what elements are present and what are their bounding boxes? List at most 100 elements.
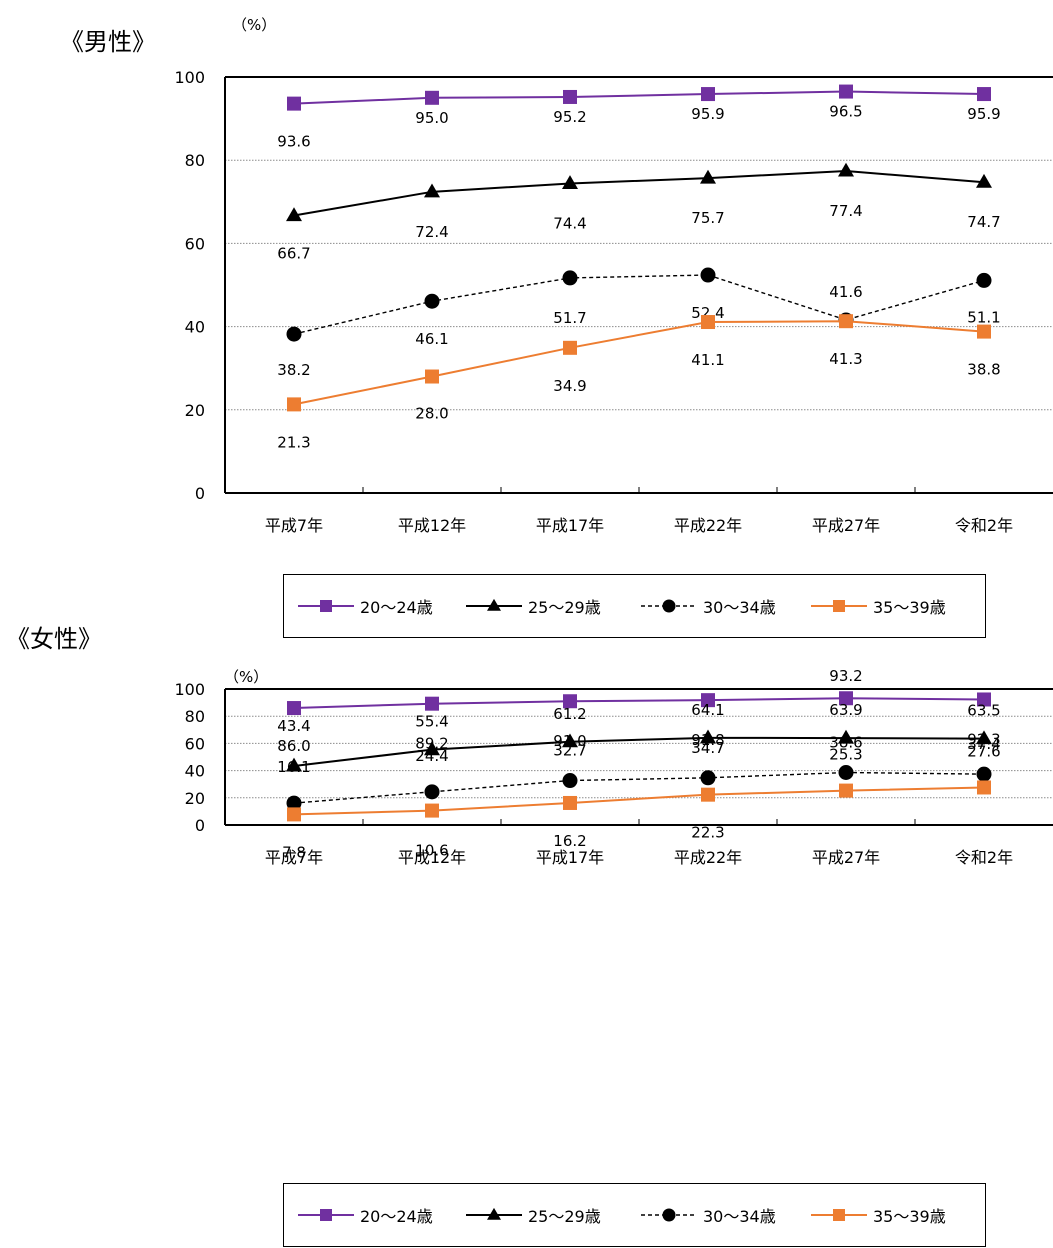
x-category-label: 平成7年 (265, 848, 323, 867)
legend-label: 20～24歳 (360, 1207, 433, 1226)
legend-swatch (298, 600, 354, 612)
data-value-label: 16.1 (277, 758, 310, 776)
data-value-label: 51.1 (967, 308, 1000, 326)
data-value-label: 95.9 (691, 105, 724, 123)
data-value-label: 41.3 (829, 350, 862, 368)
data-value-label: 21.3 (277, 433, 310, 451)
data-value-label: 38.2 (277, 361, 310, 379)
data-point-marker (976, 766, 992, 782)
y-tick-label: 40 (185, 318, 205, 337)
legend-swatch (298, 1209, 354, 1221)
data-value-label: 25.3 (829, 746, 862, 764)
data-point-marker (286, 795, 302, 811)
legend-marker (833, 600, 845, 612)
data-point-marker (287, 96, 301, 111)
data-value-label: 95.0 (415, 109, 448, 127)
x-category-label: 平成17年 (536, 516, 604, 535)
data-point-marker (425, 369, 439, 384)
data-point-marker (700, 267, 716, 283)
data-point-marker (839, 691, 853, 706)
data-value-label: 95.2 (553, 108, 586, 126)
data-point-marker (287, 701, 301, 716)
data-point-marker (977, 780, 991, 795)
data-point-marker (563, 89, 577, 104)
legend-item: 35～39歳 (809, 1184, 946, 1246)
data-point-marker (424, 293, 440, 309)
series-line (293, 170, 985, 217)
data-value-label: 66.7 (277, 245, 310, 263)
data-point-marker (701, 787, 715, 802)
data-value-label: 63.9 (829, 701, 862, 719)
legend-item: 30～34歳 (639, 1184, 776, 1246)
data-point-marker (701, 315, 715, 330)
legend-item: 25～29歳 (464, 1184, 601, 1246)
data-point-marker (424, 784, 440, 800)
data-value-label: 43.4 (277, 717, 310, 735)
data-point-marker (700, 169, 716, 184)
data-point-marker (700, 729, 716, 744)
data-point-marker (425, 803, 439, 818)
data-value-label: 64.1 (691, 701, 724, 719)
data-value-label: 93.2 (829, 667, 862, 685)
male-line-chart: 0 20 40 60 80 100 平成7年 平成12年 平成17年 平成22年 平成27年 令和2年… (174, 68, 1053, 535)
x-category-label: 平成12年 (398, 848, 466, 867)
male-legend: 20～24歳 25～29歳 30～34歳 35～39歳 (283, 574, 986, 638)
data-point-marker (838, 729, 854, 744)
female-legend: 20～24歳 25～29歳 30～34歳 35～39歳 (283, 1183, 986, 1247)
data-point-marker (286, 326, 302, 342)
data-point-marker (286, 757, 302, 772)
legend-swatch (811, 600, 867, 612)
data-point-marker (424, 741, 440, 756)
data-value-label: 75.7 (691, 209, 724, 227)
data-value-label: 38.6 (829, 734, 862, 752)
data-point-marker (424, 183, 440, 198)
data-value-label: 86.0 (277, 737, 310, 755)
x-category-label: 令和2年 (955, 848, 1013, 867)
male-chart-title: 《男性》 (60, 28, 156, 56)
legend-item: 35～39歳 (809, 575, 946, 637)
data-point-marker (563, 795, 577, 810)
series-line (293, 736, 985, 767)
data-point-marker (562, 733, 578, 748)
data-point-marker (425, 90, 439, 105)
data-value-label: 46.1 (415, 330, 448, 348)
legend-marker (662, 1208, 676, 1222)
data-value-label: 95.9 (967, 105, 1000, 123)
y-tick-label: 60 (185, 734, 205, 753)
y-tick-label: 0 (195, 816, 205, 835)
data-point-marker (701, 693, 715, 708)
data-value-label: 61.2 (553, 705, 586, 723)
data-point-marker (562, 773, 578, 789)
data-value-label: 41.1 (691, 351, 724, 369)
legend-swatch (641, 599, 697, 613)
data-value-label: 74.4 (553, 214, 586, 232)
data-point-marker (425, 696, 439, 711)
x-category-label: 平成22年 (674, 848, 742, 867)
legend-label: 20～24歳 (360, 598, 433, 617)
series-line (293, 786, 985, 816)
data-value-label: 96.5 (829, 103, 862, 121)
data-point-marker (562, 175, 578, 190)
female-line-chart: 0 20 40 60 80 100 平成7年 平成12年 平成17年 平成22年 平成27年 令和2年… (174, 667, 1053, 867)
x-category-label: 平成12年 (398, 516, 466, 535)
legend-marker (487, 598, 501, 611)
series-line (293, 274, 985, 335)
legend-marker (320, 1209, 332, 1221)
legend-label: 35～39歳 (873, 598, 946, 617)
y-tick-label: 100 (174, 680, 205, 699)
x-category-label: 令和2年 (955, 516, 1013, 535)
legend-item: 20～24歳 (296, 1184, 433, 1246)
legend-label: 35～39歳 (873, 1207, 946, 1226)
data-point-marker (977, 87, 991, 102)
data-value-label: 7.8 (282, 843, 306, 861)
legend-swatch (466, 1207, 522, 1220)
female-unit-label: （%） (224, 668, 269, 686)
y-tick-label: 80 (185, 707, 205, 726)
data-point-marker (287, 397, 301, 412)
data-point-marker (563, 694, 577, 709)
data-value-label: 93.6 (277, 133, 310, 151)
male-unit-label: （%） (232, 16, 277, 34)
data-point-marker (700, 770, 716, 786)
data-point-marker (976, 173, 992, 188)
x-category-label: 平成17年 (536, 848, 604, 867)
